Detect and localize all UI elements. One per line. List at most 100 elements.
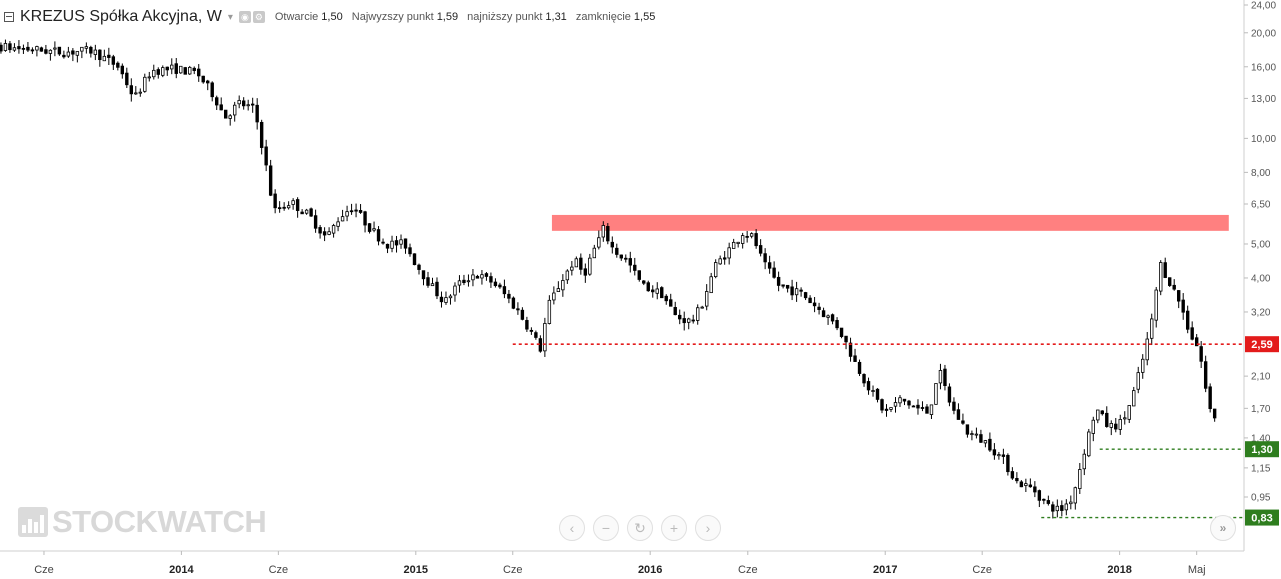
candle[interactable] xyxy=(1051,501,1055,519)
candle[interactable] xyxy=(363,210,367,233)
candle[interactable] xyxy=(664,294,668,305)
candle[interactable] xyxy=(961,413,965,425)
candle[interactable] xyxy=(655,282,659,300)
candle[interactable] xyxy=(669,293,673,307)
candle[interactable] xyxy=(1082,449,1086,476)
candle[interactable] xyxy=(790,279,794,301)
candle[interactable] xyxy=(938,363,943,390)
candle[interactable] xyxy=(1172,279,1176,291)
candle[interactable] xyxy=(1087,428,1091,458)
candle[interactable] xyxy=(597,230,601,250)
candle[interactable] xyxy=(426,271,430,288)
candle[interactable] xyxy=(259,119,264,155)
candle[interactable] xyxy=(1015,472,1019,484)
candle[interactable] xyxy=(462,274,466,286)
candle[interactable] xyxy=(637,270,641,282)
candle[interactable] xyxy=(970,430,974,441)
scroll-to-end-icon[interactable]: » xyxy=(1210,515,1236,541)
candle[interactable] xyxy=(952,397,956,415)
candle[interactable] xyxy=(857,359,862,377)
candle[interactable] xyxy=(1154,286,1158,328)
candle[interactable] xyxy=(749,232,754,239)
candle[interactable] xyxy=(516,302,520,315)
candle[interactable] xyxy=(480,269,484,285)
candle[interactable] xyxy=(0,42,3,54)
candle[interactable] xyxy=(421,270,426,286)
candle[interactable] xyxy=(682,311,686,331)
candle[interactable] xyxy=(812,296,817,313)
candle[interactable] xyxy=(534,330,538,340)
candle[interactable] xyxy=(228,114,232,126)
candle[interactable] xyxy=(345,205,349,222)
candle[interactable] xyxy=(466,274,471,287)
candle[interactable] xyxy=(224,109,228,119)
candle[interactable] xyxy=(619,254,623,261)
candle[interactable] xyxy=(17,40,21,54)
candle[interactable] xyxy=(327,227,331,236)
candle[interactable] xyxy=(943,364,947,391)
candle[interactable] xyxy=(1163,257,1167,279)
candle[interactable] xyxy=(84,42,89,54)
candle[interactable] xyxy=(1042,498,1046,505)
candle[interactable] xyxy=(875,388,880,403)
candle[interactable] xyxy=(376,226,381,246)
candle[interactable] xyxy=(435,277,439,300)
candle[interactable] xyxy=(102,49,107,62)
candle[interactable] xyxy=(678,309,682,325)
candle[interactable] xyxy=(219,97,223,111)
candle[interactable] xyxy=(138,88,142,97)
candle[interactable] xyxy=(399,234,403,249)
candle[interactable] xyxy=(911,405,916,408)
candle[interactable] xyxy=(826,314,830,325)
candle[interactable] xyxy=(1190,321,1194,341)
candle[interactable] xyxy=(965,424,970,438)
candle[interactable] xyxy=(588,253,592,276)
candle[interactable] xyxy=(633,257,637,276)
candle[interactable] xyxy=(1109,420,1113,436)
candle[interactable] xyxy=(282,202,286,211)
candle[interactable] xyxy=(974,427,979,439)
candle[interactable] xyxy=(848,337,853,362)
candle[interactable] xyxy=(390,235,394,253)
candle[interactable] xyxy=(727,242,731,265)
reset-icon[interactable]: ↻ xyxy=(627,515,653,541)
candle[interactable] xyxy=(1006,453,1010,476)
candle[interactable] xyxy=(30,47,35,54)
resistance-zone[interactable] xyxy=(551,214,1229,231)
candle[interactable] xyxy=(241,97,246,110)
candle[interactable] xyxy=(53,41,57,57)
candle[interactable] xyxy=(188,65,192,75)
zoom-out-icon[interactable]: − xyxy=(593,515,619,541)
candle[interactable] xyxy=(143,73,147,93)
chevron-left-icon[interactable]: ‹ xyxy=(559,515,585,541)
candle[interactable] xyxy=(129,78,134,102)
candle[interactable] xyxy=(12,43,17,52)
candle[interactable] xyxy=(758,239,763,257)
candle[interactable] xyxy=(201,75,205,84)
candle[interactable] xyxy=(902,398,907,406)
candle[interactable] xyxy=(785,284,790,293)
candle[interactable] xyxy=(610,236,614,254)
candle[interactable] xyxy=(1212,408,1217,422)
candle[interactable] xyxy=(907,399,911,409)
candle[interactable] xyxy=(830,313,835,325)
candle[interactable] xyxy=(754,229,758,249)
candle[interactable] xyxy=(651,285,655,298)
candle[interactable] xyxy=(3,39,8,52)
candle[interactable] xyxy=(992,443,997,460)
candle[interactable] xyxy=(1091,416,1095,442)
candle[interactable] xyxy=(381,238,385,245)
candle[interactable] xyxy=(1208,383,1212,413)
candle[interactable] xyxy=(547,295,552,325)
candle[interactable] xyxy=(1078,463,1082,495)
candle[interactable] xyxy=(192,66,196,75)
candle[interactable] xyxy=(1028,478,1033,488)
candle[interactable] xyxy=(1181,293,1185,320)
candle[interactable] xyxy=(565,269,570,284)
candle[interactable] xyxy=(529,327,534,335)
candle[interactable] xyxy=(250,97,255,113)
candle[interactable] xyxy=(601,221,606,242)
candle[interactable] xyxy=(1001,448,1006,464)
candle[interactable] xyxy=(116,61,120,71)
candle[interactable] xyxy=(206,79,210,91)
